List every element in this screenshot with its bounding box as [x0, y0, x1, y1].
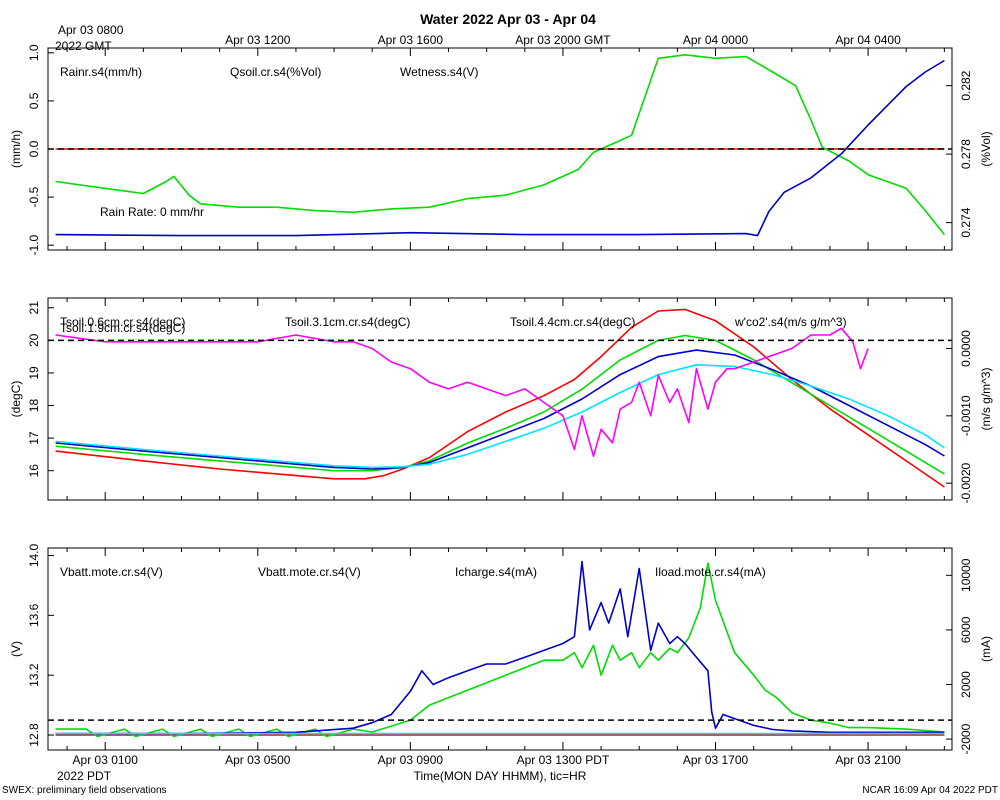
legend-label: Iload.mote.cr.s4(mA) [655, 565, 766, 579]
legend-label: Icharge.s4(mA) [455, 565, 537, 579]
bottom-axis-tick-label: Apr 03 1300 PDT [517, 753, 610, 767]
legend-label: Tsoil.4.4cm.cr.s4(degC) [510, 315, 635, 329]
series-line [55, 53, 946, 236]
y-tick-label-right: -0.0010 [959, 395, 973, 436]
y-tick-label-left: 21 [27, 301, 41, 315]
footer-left-note: SWEX: preliminary field observations [2, 785, 167, 796]
y-axis-title-right: (mA) [979, 636, 993, 662]
series-line [55, 308, 945, 488]
panel-battery: 14.0 13.6 13.2 12.8 10000 6000 2000 -2000 (V) (mA… [9, 543, 993, 754]
y-axis-title-right: (%Vol) [979, 131, 993, 166]
top-axis-tick-label: Apr 03 2000 GMT [515, 33, 611, 47]
bottom-axis-tick-label: Apr 03 0500 [225, 753, 291, 767]
y-tick-label-left: 1.0 [27, 44, 41, 61]
legend-label: Tsoil.1.9cm.cr.s4(degC) [60, 321, 185, 335]
legend-label: Wetness.s4(V) [400, 65, 478, 79]
panel-water: 1.0 0.5 0.0 -0.5 -1.0 0.282 0.278 0.274 (mm/h) (%… [9, 44, 993, 255]
y-axis-title-left: (degC) [9, 381, 23, 418]
y-axis-title-right: (m/s g/m^3) [979, 368, 993, 431]
y-tick-label-right: 6000 [959, 616, 973, 643]
top-axis-tick-label: Apr 04 0000 [683, 33, 749, 47]
y-tick-label-right: -0.0020 [959, 462, 973, 503]
y-tick-label-right: 0.282 [959, 70, 973, 100]
legend-label: Tsoil.0.6cm.cr.s4(degC) [60, 315, 185, 329]
bottom-axis-tick-label: Apr 03 0100 [73, 753, 139, 767]
legend-label: Rainr.s4(mm/h) [60, 65, 142, 79]
y-axis-title-left: (V) [9, 641, 23, 657]
series-line [55, 560, 945, 735]
y-axis-title-left: (mm/h) [9, 130, 23, 168]
bottom-axis-year-label: 2022 PDT [57, 769, 112, 783]
y-tick-label-right: -2000 [959, 723, 973, 754]
y-tick-label-right: 0.0000 [959, 330, 973, 367]
bottom-axis-tick-label: Apr 03 2100 [835, 753, 901, 767]
chart-annotation: Rain Rate: 0 mm/hr [100, 205, 204, 219]
series-line [55, 363, 945, 469]
series-line [55, 562, 945, 738]
y-tick-label-left: 14.0 [27, 543, 41, 567]
y-tick-label-left: 0.5 [27, 92, 41, 109]
panel-soil-temperature: 21 20 19 18 17 16 0.0000 -0.0010 -0.0020 (degC) (m… [9, 297, 993, 504]
series-line [55, 327, 869, 458]
y-tick-label-left: 19 [27, 366, 41, 380]
top-axis-first-label: Apr 03 0800 [58, 23, 124, 37]
y-tick-label-left: 17 [27, 431, 41, 445]
y-tick-label-left: 16 [27, 464, 41, 478]
footer-right-note: NCAR 16:09 Apr 04 2022 PDT [862, 785, 998, 796]
y-tick-label-left: 13.6 [27, 603, 41, 627]
y-tick-label-right: 0.278 [959, 139, 973, 169]
y-tick-label-left: -1.0 [27, 235, 41, 256]
legend-label: Vbatt.mote.cr.s4(V) [60, 565, 163, 579]
series-line [55, 349, 945, 470]
top-axis-tick-label: Apr 04 0400 [835, 33, 901, 47]
y-tick-label-left: 13.2 [27, 663, 41, 687]
y-tick-label-right: 0.274 [959, 207, 973, 237]
legend-label: Tsoil.3.1cm.cr.s4(degC) [285, 315, 410, 329]
y-tick-label-right: 2000 [959, 671, 973, 698]
y-tick-label-left: 0.0 [27, 140, 41, 157]
legend-label: Vbatt.mote.cr.s4(V) [258, 565, 361, 579]
bottom-axis-tick-label: Apr 03 1700 [683, 753, 749, 767]
bottom-axis-labels: Apr 03 0100 Apr 03 0500 Apr 03 0900 Apr 03 … [73, 753, 902, 767]
panel-frame [47, 297, 953, 501]
y-tick-label-left: 18 [27, 399, 41, 413]
series-line [55, 334, 945, 475]
legend-label: Qsoil.cr.s4(%Vol) [230, 65, 321, 79]
y-tick-label-left: 20 [27, 333, 41, 347]
legend-label: w'co2'.s4(m/s g/m^3) [734, 315, 847, 329]
x-axis-title: Time(MON DAY HHMM), tic=HR [414, 769, 587, 783]
chart-title: Water 2022 Apr 03 - Apr 04 [420, 11, 596, 27]
top-axis-first-label-tz: 2022 GMT [55, 39, 112, 53]
y-tick-label-left: 12.8 [27, 723, 41, 747]
bottom-axis-tick-label: Apr 03 0900 [378, 753, 444, 767]
y-tick-label-left: -0.5 [27, 186, 41, 207]
top-axis-tick-label: Apr 03 1600 [378, 33, 444, 47]
series-line [55, 59, 945, 237]
top-axis-tick-label: Apr 03 1200 [225, 33, 291, 47]
top-axis-labels: Apr 03 1200 Apr 03 1600 Apr 03 2000 GMT Apr… [225, 33, 901, 47]
panel-frame [47, 547, 953, 751]
y-tick-label-right: 10000 [959, 558, 973, 592]
